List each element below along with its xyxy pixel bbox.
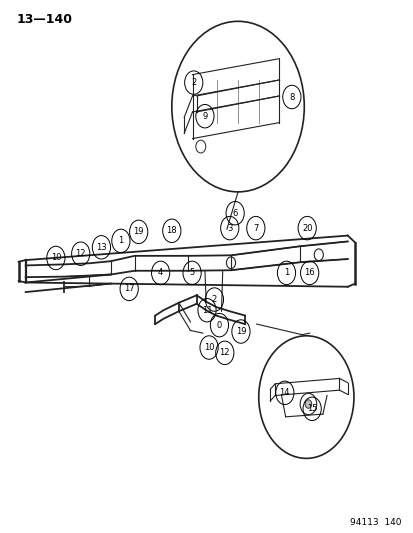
Text: 18: 18 <box>166 227 177 235</box>
Text: 10: 10 <box>203 343 214 352</box>
Text: 13: 13 <box>96 243 107 252</box>
Text: 16: 16 <box>304 269 314 277</box>
Text: 10: 10 <box>50 254 61 262</box>
Text: 19: 19 <box>133 228 144 236</box>
Text: 17: 17 <box>123 285 134 293</box>
Circle shape <box>304 400 311 408</box>
Text: 2: 2 <box>211 295 216 304</box>
Text: 9: 9 <box>202 112 207 120</box>
Text: 7: 7 <box>253 224 258 232</box>
Text: 2: 2 <box>191 78 196 87</box>
Text: 20: 20 <box>301 224 312 232</box>
Text: 94113  140: 94113 140 <box>349 518 401 527</box>
Text: 14: 14 <box>279 389 290 397</box>
Text: 11: 11 <box>201 306 212 314</box>
Text: 15: 15 <box>306 405 317 413</box>
Text: 3: 3 <box>227 224 232 232</box>
Text: 8: 8 <box>289 93 294 101</box>
Text: 12: 12 <box>219 349 230 357</box>
Text: 12: 12 <box>75 249 86 258</box>
Text: 1: 1 <box>118 237 123 245</box>
Text: 19: 19 <box>235 327 246 336</box>
Text: 4: 4 <box>158 269 163 277</box>
Text: 0: 0 <box>216 321 221 329</box>
Text: 13—140: 13—140 <box>17 13 72 26</box>
Text: 6: 6 <box>232 209 237 217</box>
Text: 5: 5 <box>189 269 194 277</box>
Text: 1: 1 <box>283 269 288 277</box>
